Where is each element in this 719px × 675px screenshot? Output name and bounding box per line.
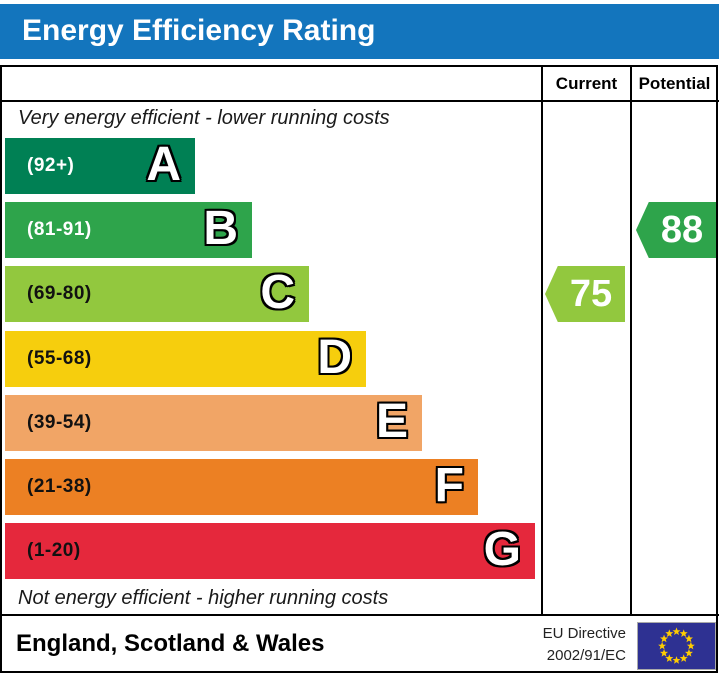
title-bar: Energy Efficiency Rating [0,4,719,59]
band-row-a: (92+) A [5,138,195,194]
eu-directive-line1: EU Directive [542,625,626,642]
footer-region-label: England, Scotland & Wales [16,630,325,657]
current-rating-value: 75 [569,273,613,315]
band-letter: G [483,523,521,577]
header-row-divider [0,100,719,102]
current-rating-arrow: 75 [545,266,625,322]
band-range-label: (21-38) [27,476,92,497]
footer-row-divider [0,614,719,616]
band-row-b: (81-91) B [5,202,252,258]
band-letter: F [434,459,464,513]
eu-flag-icon [637,622,716,670]
eu-directive-line2: 2002/91/EC [546,646,626,664]
rating-bands: (92+) A (81-91) B (69-80) C (55-68) D (39-54) E (2… [5,138,541,579]
band-letter: C [260,266,295,320]
band-row-g: (1-20) G [5,523,535,579]
band-range-label: (39-54) [27,412,92,433]
band-row-c: (69-80) C [5,266,309,322]
band-letter: B [203,202,238,256]
band-row-e: (39-54) E [5,395,422,451]
band-letter: E [375,395,408,449]
current-column-header: Current [555,74,618,93]
band-range-label: (81-91) [27,219,92,240]
eu-directive-label: EU Directive 2002/91/EC [543,623,626,667]
potential-rating-value: 88 [660,209,704,251]
band-letter: D [317,331,352,385]
top-note: Very energy efficient - lower running co… [18,107,390,129]
potential-rating-arrow: 88 [636,202,716,258]
current-column-divider [541,65,543,616]
band-range-label: (92+) [27,155,75,176]
bottom-note: Not energy efficient - higher running co… [18,587,389,609]
potential-column-header: Potential [638,74,711,93]
potential-column-divider [630,65,632,616]
band-letter: A [146,138,181,192]
band-range-label: (1-20) [27,540,81,561]
band-range-label: (69-80) [27,283,92,304]
band-range-label: (55-68) [27,348,92,369]
band-row-d: (55-68) D [5,331,366,387]
band-row-f: (21-38) F [5,459,478,515]
page-title: Energy Efficiency Rating [22,14,376,47]
